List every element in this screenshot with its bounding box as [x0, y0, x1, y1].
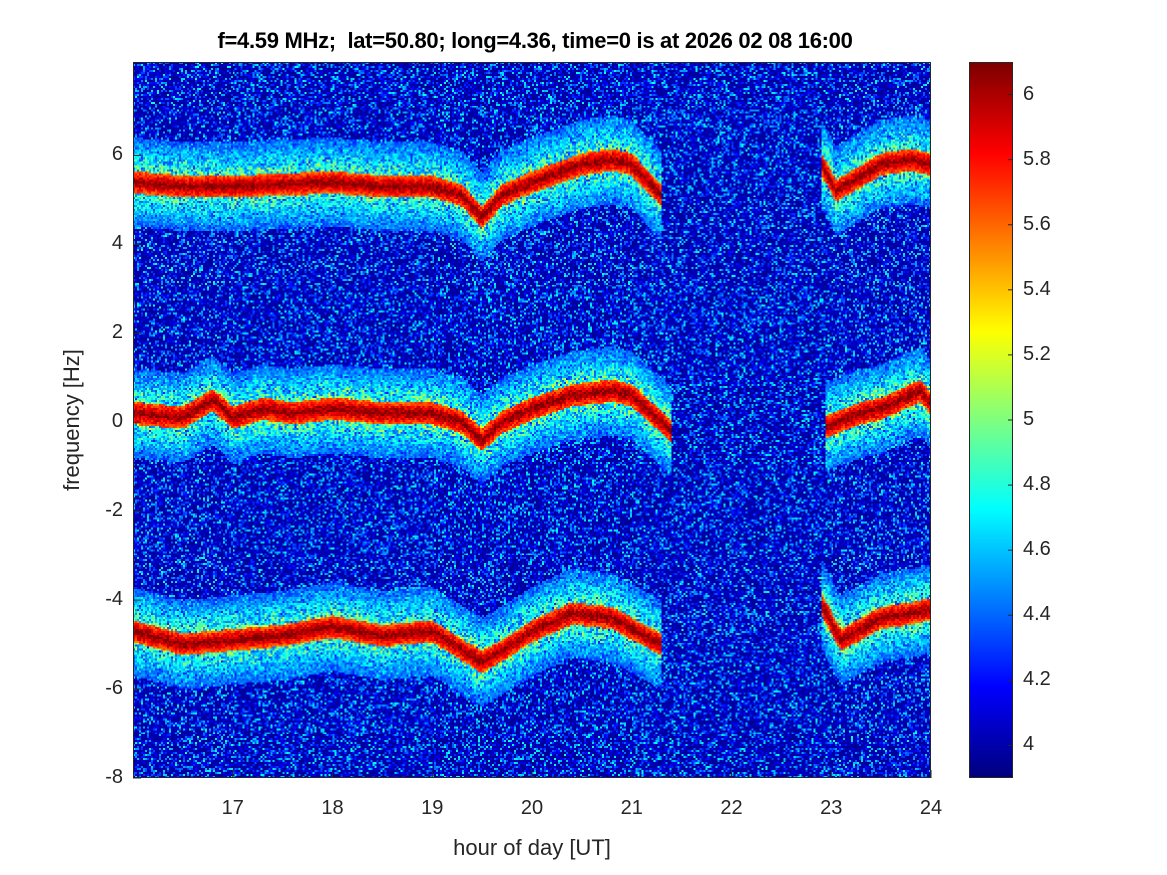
colorbar-tick-label: 4.6	[1023, 538, 1051, 561]
colorbar-tick-label: 5.8	[1023, 147, 1051, 170]
y-tick-label: 2	[111, 321, 123, 344]
x-tick-label: 24	[919, 797, 943, 819]
y-tick-label: 0	[111, 410, 123, 433]
colorbar-tick-label: 4	[1023, 733, 1035, 756]
y-axis-label: frequency [Hz]	[59, 349, 84, 491]
colorbar-tick-label: 5.4	[1023, 277, 1051, 300]
spectrogram-heatmap	[133, 62, 931, 778]
x-tick-label: 17	[221, 797, 244, 819]
y-tick-label: -2	[105, 499, 123, 522]
y-tick-label: -6	[105, 677, 123, 700]
colorbar-tick-label: 4.4	[1023, 603, 1051, 626]
x-tick-label: 20	[520, 797, 544, 819]
colorbar-tick-label: 4.8	[1023, 473, 1051, 496]
colorbar	[969, 62, 1013, 778]
y-tick-label: 6	[111, 143, 123, 166]
x-tick-label: 22	[720, 797, 743, 819]
y-tick-label: -8	[105, 766, 123, 788]
x-tick-label: 23	[820, 797, 843, 819]
colorbar-tick-label: 4.2	[1023, 668, 1051, 691]
colorbar-tick-label: 5.2	[1023, 342, 1051, 365]
x-tick-label: 19	[421, 797, 444, 819]
chart-title: f=4.59 MHz; lat=50.80; long=4.36, time=0…	[217, 28, 853, 53]
colorbar-tick-label: 5	[1023, 408, 1035, 430]
x-tick-label: 21	[620, 797, 643, 819]
x-axis-label: hour of day [UT]	[453, 835, 611, 860]
colorbar-tick-label: 6	[1023, 82, 1035, 105]
y-tick-label: -4	[105, 588, 123, 611]
colorbar-tick-label: 5.6	[1023, 212, 1051, 235]
y-tick-label: 4	[111, 232, 123, 255]
x-tick-label: 18	[321, 797, 344, 819]
